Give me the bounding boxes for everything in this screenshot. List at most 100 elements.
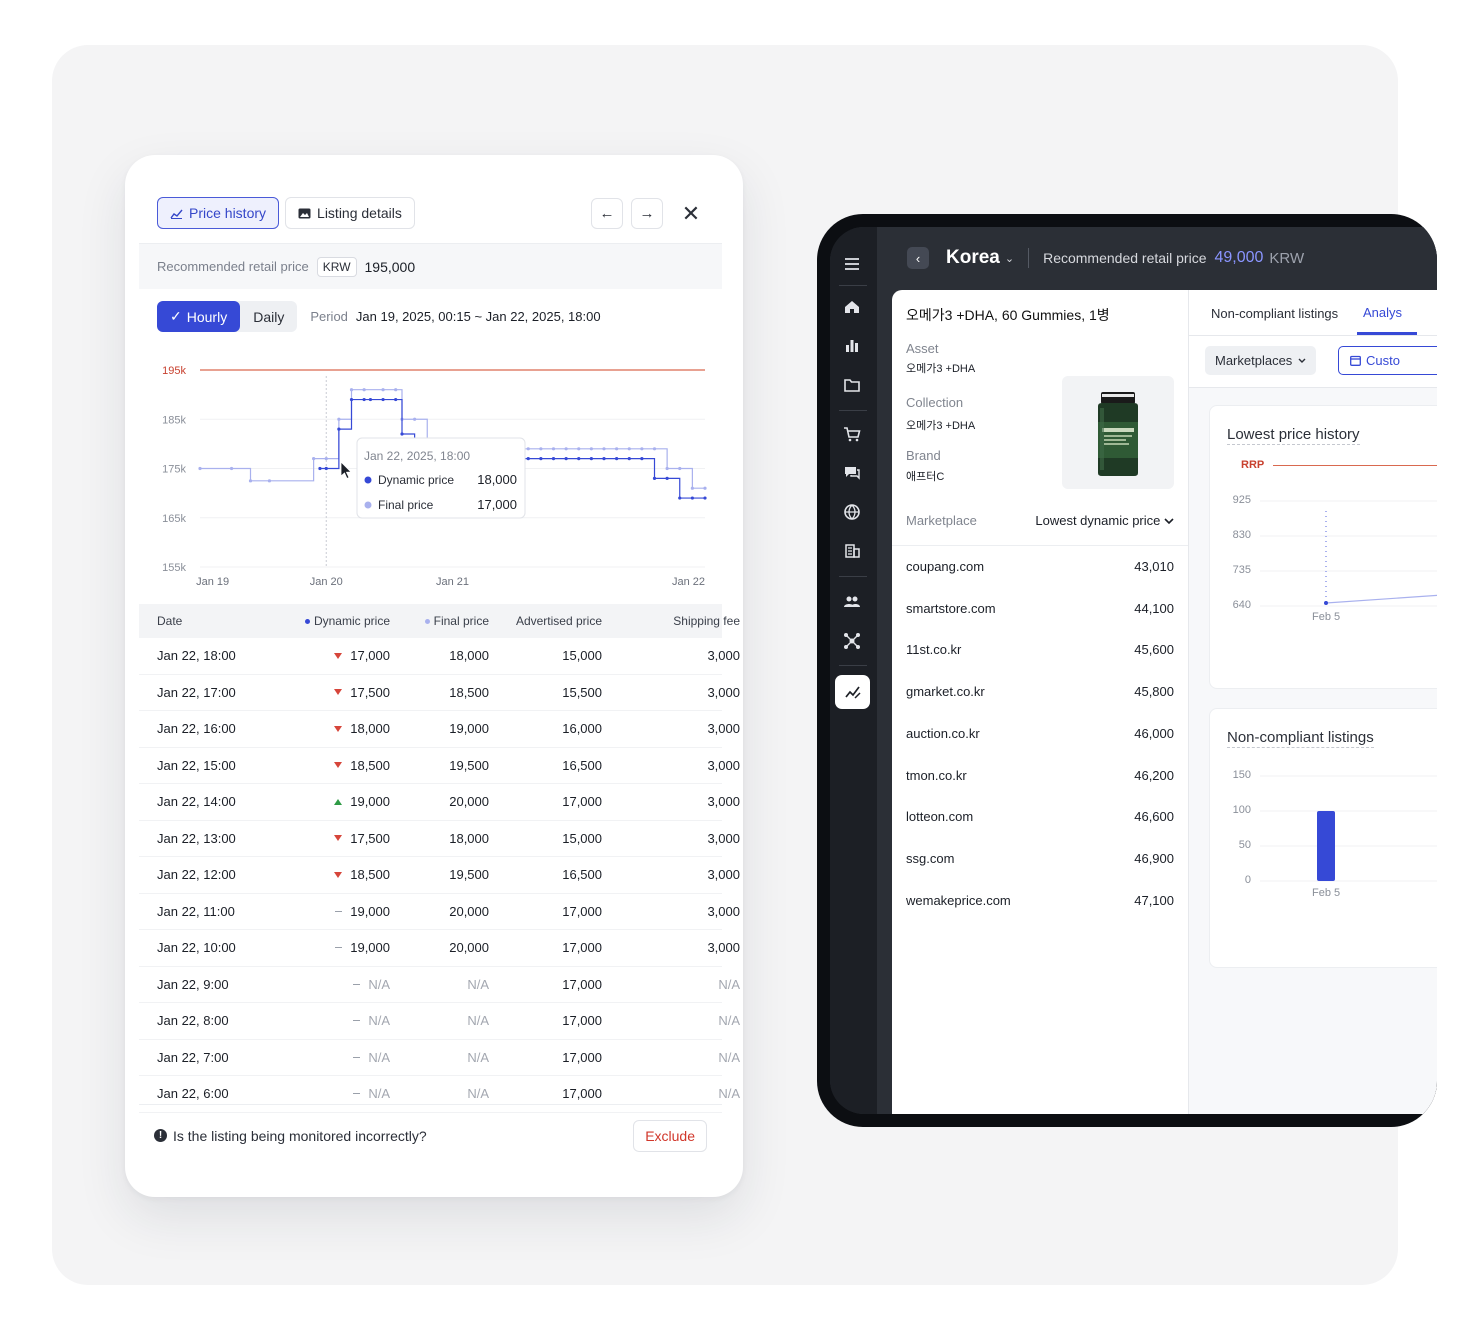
cell-advertised-price: 15,000 xyxy=(562,648,602,664)
table-row[interactable]: Jan 22, 11:00 19,000 20,000 17,000 3,000 xyxy=(139,894,740,930)
trend-up-icon xyxy=(334,798,343,805)
cell-shipping-fee: N/A xyxy=(718,1049,740,1065)
data-point xyxy=(248,479,253,483)
table-row[interactable]: Jan 22, 18:00 17,000 18,000 15,000 3,000 xyxy=(139,638,740,675)
cell-dynamic-price: 17,500 xyxy=(277,831,390,846)
table-row[interactable]: Jan 22, 14:00 19,000 20,000 17,000 3,000 xyxy=(139,784,740,821)
tab-listing-details-label: Listing details xyxy=(317,205,402,221)
data-point xyxy=(337,427,341,431)
globe-icon[interactable] xyxy=(843,503,861,521)
cell-date: Jan 22, 14:00 xyxy=(157,794,236,810)
lowest-price-sort[interactable]: Lowest dynamic price xyxy=(1035,513,1174,528)
data-point xyxy=(198,466,202,471)
x-tick-label: Jan 19 xyxy=(196,576,229,588)
tab-non-compliant-listings[interactable]: Non-compliant listings xyxy=(1211,306,1339,321)
table-row[interactable]: Jan 22, 6:00 N/A N/A 17,000 N/A xyxy=(139,1076,740,1113)
next-arrow-button[interactable]: → xyxy=(631,198,663,229)
active-tab-underline xyxy=(1357,332,1417,335)
tab-listing-details[interactable]: Listing details xyxy=(285,197,415,229)
cell-final-price: N/A xyxy=(467,976,489,992)
tab-price-history[interactable]: Price history xyxy=(157,197,280,229)
y-tick-label: 155k xyxy=(162,562,186,574)
data-point xyxy=(551,447,556,451)
close-icon[interactable]: ✕ xyxy=(681,200,701,226)
table-row[interactable]: Jan 22, 17:00 17,500 18,500 15,500 3,000 xyxy=(139,675,740,711)
back-button[interactable]: ‹ xyxy=(907,247,929,269)
cart-icon[interactable] xyxy=(843,425,861,443)
cell-shipping-fee: 3,000 xyxy=(707,757,740,773)
table-row[interactable]: Jan 22, 15:00 18,500 19,500 16,500 3,000 xyxy=(139,748,740,784)
bar-chart-icon[interactable] xyxy=(843,337,861,355)
analytics-nav-active[interactable] xyxy=(835,675,870,709)
home-icon[interactable] xyxy=(843,298,861,316)
marketplace-row[interactable]: tmon.co.kr 46,200 xyxy=(906,768,1174,783)
table-row[interactable]: Jan 22, 12:00 18,500 19,500 16,500 3,000 xyxy=(139,857,740,894)
chevron-down-icon[interactable]: ⌄ xyxy=(1004,252,1015,265)
price-history-card: Price history Listing details ← → ✕ Reco… xyxy=(125,155,743,1197)
menu-icon[interactable] xyxy=(843,255,861,273)
table-row[interactable]: Jan 22, 7:00 N/A N/A 17,000 N/A xyxy=(139,1040,740,1076)
cell-advertised-price: 16,500 xyxy=(562,867,602,883)
table-row[interactable]: Jan 22, 8:00 N/A N/A 17,000 N/A xyxy=(139,1003,740,1040)
card-tabs: Price history Listing details xyxy=(157,197,415,229)
marketplace-row[interactable]: smartstore.com 44,100 xyxy=(906,601,1174,616)
exclude-button[interactable]: Exclude xyxy=(633,1119,707,1152)
cell-advertised-price: 16,000 xyxy=(562,721,602,737)
rrp-currency-badge: KRW xyxy=(316,256,357,277)
marketplace-row[interactable]: ssg.com 46,900 xyxy=(906,851,1174,866)
cell-final-price: 18,500 xyxy=(449,684,489,700)
table-header: Date Dynamic price Final price Advertise… xyxy=(139,604,740,638)
hourly-label: Hourly xyxy=(186,308,228,325)
custom-date-filter[interactable]: Custo xyxy=(1338,346,1437,375)
marketplace-row[interactable]: wemakeprice.com 47,100 xyxy=(906,893,1174,908)
country-selector[interactable]: Korea xyxy=(946,247,1000,268)
daily-option[interactable]: Daily xyxy=(253,308,285,325)
header-date: Date xyxy=(157,614,183,628)
cell-final-price: N/A xyxy=(467,1049,489,1065)
y-tick-label: 0 xyxy=(1244,874,1251,886)
network-icon[interactable] xyxy=(843,632,861,650)
table-row[interactable]: Jan 22, 9:00 N/A N/A 17,000 N/A xyxy=(139,967,740,1003)
marketplace-price: 45,800 xyxy=(1134,684,1174,700)
table-row[interactable]: Jan 22, 10:00 19,000 20,000 17,000 3,000 xyxy=(139,930,740,967)
data-point xyxy=(589,447,593,451)
cell-advertised-price: 17,000 xyxy=(562,976,602,992)
y-tick-label: 165k xyxy=(162,513,186,525)
users-icon[interactable] xyxy=(843,592,861,610)
collection-label: Collection xyxy=(906,395,964,410)
marketplace-row[interactable]: lotteon.com 46,600 xyxy=(906,809,1174,824)
data-point xyxy=(324,457,328,461)
asset-value: 오메가3 +DHA xyxy=(906,363,976,375)
data-point xyxy=(318,466,322,471)
tooltip-label: Dynamic price xyxy=(378,473,454,487)
marketplaces-filter[interactable]: Marketplaces xyxy=(1205,346,1317,375)
x-tick-label: Jan 20 xyxy=(310,576,343,588)
building-icon[interactable] xyxy=(843,542,861,560)
non-compliant-listings-card: Non-compliant listings 150 100 50 0 Feb … xyxy=(1209,708,1437,968)
cell-advertised-price: 17,000 xyxy=(562,940,602,956)
marketplace-name: auction.co.kr xyxy=(906,725,980,741)
marketplace-row[interactable]: auction.co.kr 46,000 xyxy=(906,726,1174,741)
data-point xyxy=(400,432,404,436)
marketplace-header: Marketplace Lowest dynamic price xyxy=(906,513,1174,528)
folder-icon[interactable] xyxy=(843,376,861,394)
data-point xyxy=(577,447,581,451)
chart-tooltip: Jan 22, 2025, 18:00 Dynamic price 18,000 Fi… xyxy=(356,437,526,519)
table-row[interactable]: Jan 22, 13:00 17,500 18,000 15,000 3,000 xyxy=(139,821,740,857)
hourly-option[interactable]: ✓ Hourly xyxy=(157,301,241,332)
tab-analysis[interactable]: Analys xyxy=(1363,305,1403,320)
marketplace-row[interactable]: coupang.com 43,010 xyxy=(906,559,1174,574)
trend-down-icon xyxy=(334,871,343,878)
price-history-chart[interactable]: 195k 185k 175k 165k 155k Jan 19 Jan 20 Jan 21 Ja… xyxy=(145,345,725,590)
cell-final-price: 20,000 xyxy=(449,903,489,919)
table-row[interactable]: Jan 22, 16:00 18,000 19,000 16,000 3,000 xyxy=(139,711,740,748)
data-point xyxy=(337,417,341,421)
x-tick-label: Feb 5 xyxy=(1312,611,1341,623)
trend-down-icon xyxy=(334,725,343,732)
y-tick-label: 175k xyxy=(162,464,186,476)
chat-icon[interactable] xyxy=(843,464,861,482)
marketplace-row[interactable]: gmarket.co.kr 45,800 xyxy=(906,684,1174,699)
marketplace-row[interactable]: 11st.co.kr 45,600 xyxy=(906,642,1174,657)
data-point xyxy=(381,388,385,392)
prev-arrow-button[interactable]: ← xyxy=(591,198,623,229)
